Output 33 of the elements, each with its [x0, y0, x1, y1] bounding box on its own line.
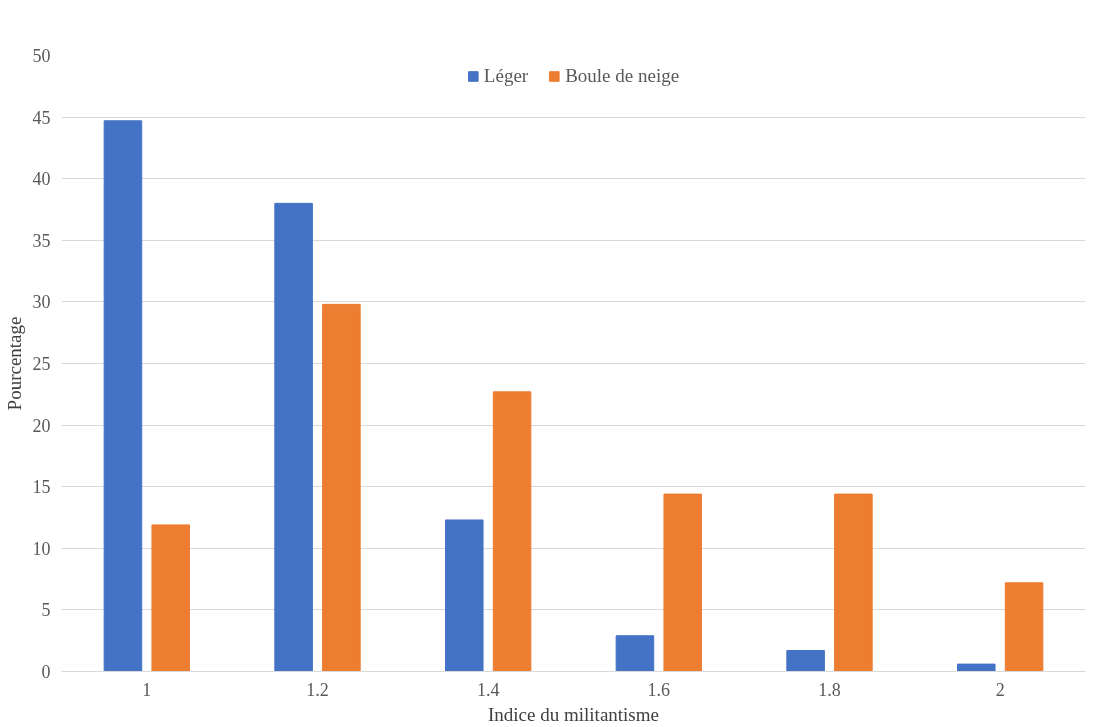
y-tick-label: 25 — [32, 354, 51, 374]
x-axis-title: Indice du militantisme — [488, 703, 659, 725]
y-tick-label: 10 — [32, 538, 51, 559]
y-tick-label: 20 — [32, 415, 51, 436]
x-tick-label: 2 — [995, 679, 1005, 700]
bar — [1004, 582, 1044, 672]
legend-label: Léger — [483, 65, 529, 87]
x-tick-label: 1.2 — [306, 679, 329, 700]
bar — [615, 635, 655, 672]
bar — [274, 202, 313, 672]
bar — [322, 303, 361, 672]
y-tick-label: 15 — [32, 477, 51, 498]
bar — [834, 493, 873, 672]
bar — [103, 120, 143, 672]
y-tick-label: 5 — [41, 600, 51, 621]
bar — [663, 493, 702, 672]
y-tick-label: 35 — [32, 230, 51, 251]
bar — [445, 519, 484, 672]
bar — [151, 524, 190, 672]
y-tick-label: 45 — [32, 107, 51, 128]
x-tick-label: 1 — [142, 679, 152, 700]
x-tick-label: 1.6 — [647, 679, 671, 700]
y-tick-label: 0 — [41, 662, 51, 682]
y-tick-label: 50 — [32, 46, 51, 66]
bar — [492, 391, 532, 672]
y-tick-label: 40 — [32, 169, 51, 190]
bar — [786, 650, 825, 672]
x-tick-label: 1.8 — [818, 679, 841, 700]
legend-label: Boule de neige — [565, 65, 680, 87]
x-tick-label: 1.4 — [476, 679, 500, 700]
y-axis-title: Pourcentage — [3, 316, 25, 411]
bar — [957, 663, 996, 672]
y-tick-label: 30 — [32, 292, 51, 313]
